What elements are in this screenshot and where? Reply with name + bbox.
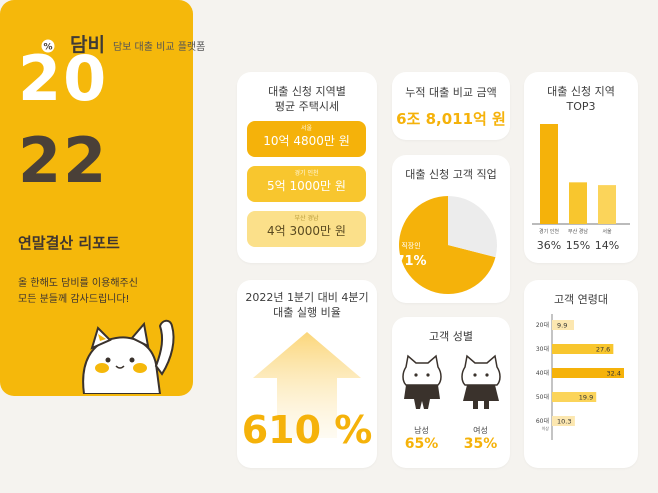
tick-label: 50대	[536, 393, 549, 401]
data-label: 9.9	[557, 322, 567, 330]
bar	[552, 368, 624, 378]
data-label: 36%	[537, 239, 561, 252]
year-bottom: 22	[18, 124, 109, 197]
region-price-card: 대출 신청 지역별 평균 주택시세 서울 10억 4800만 원 경기 인천 5…	[237, 72, 377, 263]
thanks-line-1: 올 한해도 담비를 이용해주신	[18, 278, 138, 289]
tick-label: 20대	[536, 321, 549, 329]
total-amount-card: 누적 대출 비교 금액 6조 8,011억 원	[392, 72, 510, 140]
bar	[552, 320, 574, 330]
brand-tagline: 담보 대출 비교 플랫폼	[112, 41, 206, 53]
brand-logo: % 담비 담보 대출 비교 플랫폼	[32, 28, 205, 58]
tick-label: 60대	[536, 417, 549, 425]
tick-label: 30대	[536, 345, 549, 353]
total-amount-title: 누적 대출 비교 금액	[405, 86, 497, 99]
hero-card: 20 22 연말결산 리포트 올 한해도 담비를 이용해주신 모든 분들께 감사…	[0, 0, 193, 396]
female-value: 35%	[463, 436, 498, 452]
top3-title: 대출 신청 지역 TOP3	[524, 84, 638, 114]
year-top: 20	[18, 42, 109, 115]
region-pill-seoul: 서울 10억 4800만 원	[247, 121, 366, 157]
growth-title-line-2: 대출 실행 비율	[273, 306, 341, 319]
tick-label: 부산 경남	[568, 228, 588, 235]
thanks-message: 올 한해도 담비를 이용해주신 모든 분들께 감사드립니다!	[18, 276, 178, 308]
bar	[552, 344, 614, 354]
gender-title: 고객 성별	[429, 330, 473, 343]
age-title: 고객 연령대	[553, 293, 609, 306]
region-pill-value: 4억 3000만 원	[267, 224, 346, 238]
growth-value: 610 %	[241, 408, 373, 452]
growth-title-line-1: 2022년 1분기 대비 4분기	[245, 291, 369, 304]
data-label: 15%	[566, 239, 590, 252]
age-card: 고객 연령대 20대 9.9 30대 27.6 40대 32.4 50대 19.9 60대 이상 1…	[524, 280, 638, 468]
thanks-line-2: 모든 분들께 감사드립니다!	[18, 294, 130, 305]
region-pill-value: 5억 1000만 원	[267, 179, 346, 193]
region-top3-card: 대출 신청 지역 TOP3 경기 인천 36% 부산 경남 15% 서울 14%	[524, 72, 638, 263]
gender-figures	[392, 353, 510, 411]
brand-name: 담비	[70, 33, 105, 56]
job-pie-chart: 직장인 71%	[395, 196, 497, 294]
region-pill-label: 경기 인천	[294, 170, 319, 177]
tick-label: 40대	[536, 369, 549, 377]
female-cat-icon	[460, 354, 501, 409]
region-pill-value: 10억 4800만 원	[263, 134, 350, 148]
tick-label: 경기 인천	[539, 228, 559, 235]
data-label: 32.4	[607, 370, 621, 378]
data-label: 14%	[595, 239, 619, 252]
up-arrow-icon	[253, 332, 361, 438]
bar	[569, 182, 587, 224]
house-icon: %	[32, 28, 64, 58]
total-amount-value: 6조 8,011억 원	[396, 110, 506, 128]
male-value: 65%	[404, 436, 439, 452]
region-price-title-line-2: 평균 주택시세	[274, 100, 340, 113]
pie-value: 71%	[395, 254, 426, 269]
tick-label: 서울	[602, 228, 612, 235]
male-cat-icon	[401, 354, 442, 409]
data-label: 27.6	[596, 346, 610, 354]
tick-sublabel: 이상	[542, 425, 550, 431]
region-price-title-line-1: 대출 신청 지역별	[268, 85, 346, 98]
cat-mascot-icon	[82, 319, 175, 394]
data-label: 10.3	[557, 418, 571, 426]
male-label: 남성	[414, 426, 429, 435]
gender-values: 65% 35%	[392, 436, 510, 452]
bar	[540, 124, 558, 224]
top3-title-line-1: 대출 신청 지역	[547, 85, 615, 98]
pie-slice	[399, 196, 496, 294]
pie-slice	[448, 196, 497, 258]
top3-bar-chart: 경기 인천 36% 부산 경남 15% 서울 14%	[532, 124, 630, 252]
growth-card: 2022년 1분기 대비 4분기 대출 실행 비율 610 %	[237, 280, 377, 468]
growth-title: 2022년 1분기 대비 4분기 대출 실행 비율	[237, 290, 377, 320]
region-pill-label: 서울	[300, 125, 313, 132]
region-price-title: 대출 신청 지역별 평균 주택시세	[237, 84, 377, 114]
pie-label: 직장인	[401, 241, 420, 250]
svg-text:%: %	[43, 43, 52, 53]
region-pill-label: 부산 경남	[294, 215, 319, 222]
top3-title-line-2: TOP3	[566, 100, 596, 113]
female-label: 여성	[473, 426, 488, 435]
bar	[552, 416, 575, 426]
bar	[552, 392, 597, 402]
report-title: 연말결산 리포트	[18, 234, 120, 252]
region-pill-busan: 부산 경남 4억 3000만 원	[247, 211, 366, 247]
data-label: 19.9	[579, 394, 593, 402]
bar	[598, 185, 616, 224]
gender-labels: 남성 여성	[392, 425, 510, 436]
gender-card: 고객 성별 남성 여성 65% 35%	[392, 317, 510, 468]
job-title: 대출 신청 고객 직업	[405, 168, 497, 181]
job-card: 대출 신청 고객 직업 직장인 71%	[392, 155, 510, 303]
region-pill-gyeonggi: 경기 인천 5억 1000만 원	[247, 166, 366, 202]
